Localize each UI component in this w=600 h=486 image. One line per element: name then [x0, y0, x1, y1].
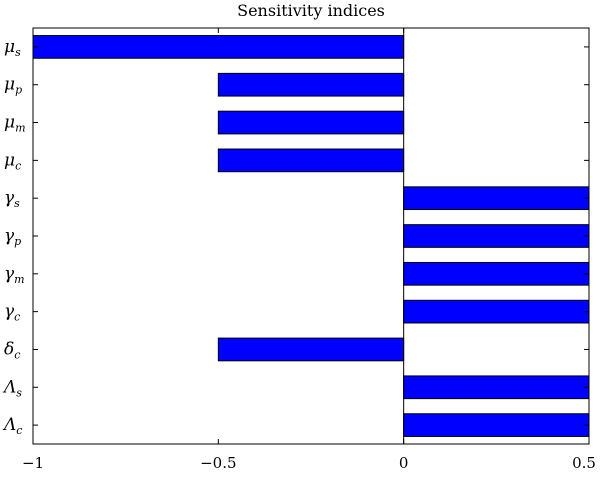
category-subscript: c	[14, 348, 20, 361]
bar-μ-p	[217, 72, 405, 97]
y-category-label: δc	[4, 339, 20, 361]
chart-title: Sensitivity indices	[237, 1, 385, 20]
category-symbol: μ	[4, 113, 15, 133]
category-subscript: s	[16, 386, 22, 399]
category-symbol: γ	[4, 226, 15, 246]
category-symbol: Λ	[2, 415, 16, 435]
category-symbol: δ	[4, 339, 14, 359]
category-symbol: μ	[4, 150, 15, 170]
bar-γ-p	[403, 224, 590, 248]
bar-Λ-s	[403, 375, 590, 400]
category-symbol: μ	[4, 37, 15, 57]
y-category-label: Λs	[2, 377, 22, 399]
y-category-label: Λc	[2, 415, 22, 437]
x-tick-label: 0	[399, 454, 409, 472]
y-category-label: μp	[4, 75, 22, 97]
category-symbol: γ	[4, 188, 15, 208]
x-axis-ticks: −1 −0.5 0 0.5	[22, 28, 596, 472]
bar-μ-c	[217, 148, 405, 173]
category-symbol: μ	[4, 75, 15, 95]
bar-γ-m	[403, 261, 590, 286]
category-subscript: m	[15, 122, 25, 135]
bar-Λ-c	[403, 413, 590, 437]
bars-group	[32, 35, 590, 437]
category-symbol: Λ	[2, 377, 16, 397]
category-subscript: p	[14, 235, 21, 248]
bar-γ-s	[403, 186, 590, 211]
category-subscript: m	[14, 273, 24, 286]
y-category-label: γp	[4, 226, 21, 248]
x-tick-label: 0.5	[572, 454, 596, 472]
category-symbol: γ	[4, 264, 15, 284]
y-category-label: μc	[4, 150, 21, 172]
category-subscript: s	[15, 46, 21, 59]
y-category-label: γc	[4, 302, 20, 324]
category-subscript: c	[14, 311, 20, 324]
y-category-label: μm	[4, 113, 26, 135]
bar-μ-m	[217, 110, 405, 135]
category-subscript: s	[14, 197, 20, 210]
category-symbol: γ	[4, 302, 15, 322]
y-category-label: γm	[4, 264, 25, 286]
bar-δ-c	[217, 337, 405, 362]
bar-μ-s	[32, 35, 405, 59]
x-tick-label: −1	[22, 454, 44, 472]
category-subscript: c	[15, 159, 21, 172]
category-subscript: c	[16, 424, 22, 437]
y-category-label: μs	[4, 37, 21, 59]
bar-γ-c	[403, 299, 590, 324]
category-subscript: p	[15, 84, 22, 97]
x-tick-label: −0.5	[200, 454, 236, 472]
y-category-label: γs	[4, 188, 20, 210]
